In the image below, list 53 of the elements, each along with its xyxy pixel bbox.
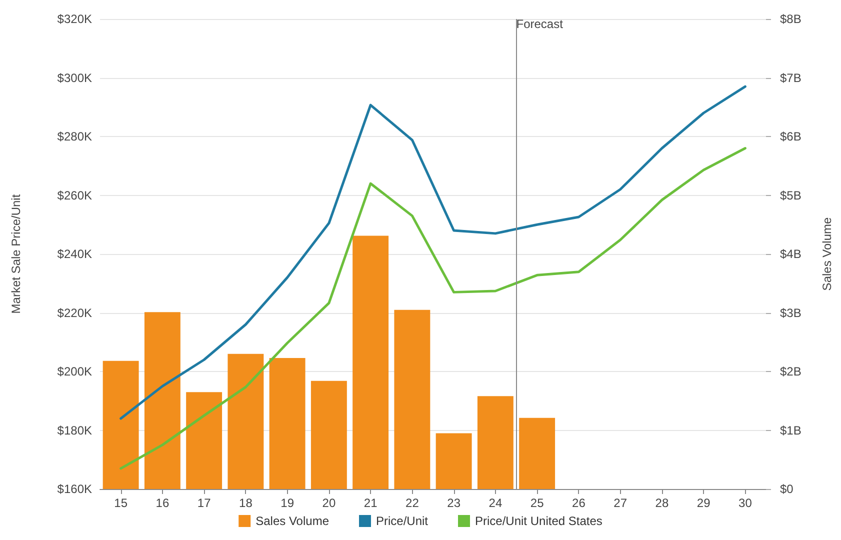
bar bbox=[228, 354, 264, 489]
legend-label: Sales Volume bbox=[256, 514, 330, 528]
x-tick-label: 29 bbox=[696, 496, 711, 510]
y-tick-label: $220K bbox=[57, 306, 92, 320]
y-tick-label: $240K bbox=[57, 247, 92, 261]
x-tick-label: 20 bbox=[322, 496, 336, 510]
x-tick-label: 19 bbox=[280, 496, 294, 510]
x-tick-label: 24 bbox=[488, 496, 502, 510]
bar bbox=[436, 433, 472, 489]
y2-tick-label: $8B bbox=[780, 12, 802, 26]
bar bbox=[352, 236, 389, 489]
x-tick-label: 17 bbox=[197, 496, 212, 510]
y-tick-label: $200K bbox=[57, 364, 92, 378]
bar bbox=[102, 360, 139, 489]
x-tick-label: 16 bbox=[156, 496, 170, 510]
y2-tick-label: $2B bbox=[780, 364, 802, 378]
ref-line-label: Forecast bbox=[516, 17, 564, 31]
x-tick-label: 15 bbox=[114, 496, 128, 510]
y2-tick-label: $7B bbox=[780, 70, 802, 85]
y-tick-label: $280K bbox=[57, 130, 92, 144]
bar bbox=[310, 380, 347, 489]
y-axis-title: Market Sale Price/Unit bbox=[9, 194, 23, 314]
x-tick-label: 28 bbox=[655, 496, 669, 510]
line-series bbox=[120, 147, 746, 470]
x-tick-label: 23 bbox=[447, 496, 461, 510]
y-tick-label: $160K bbox=[57, 482, 92, 496]
y2-tick-label: $6B bbox=[780, 130, 802, 144]
y2-tick-label: $3B bbox=[780, 306, 802, 320]
y-tick-label: $300K bbox=[57, 70, 92, 85]
bar bbox=[519, 418, 556, 489]
x-tick-label: 27 bbox=[614, 496, 628, 510]
y-tick-label: $260K bbox=[57, 188, 92, 202]
bar bbox=[144, 312, 180, 489]
x-tick-label: 18 bbox=[239, 496, 253, 510]
y2-axis-title: Sales Volume bbox=[820, 216, 834, 291]
legend-label: Price/Unit United States bbox=[475, 514, 602, 528]
x-tick-label: 22 bbox=[406, 496, 420, 510]
y2-tick-label: $0 bbox=[780, 482, 794, 496]
x-tick-label: 21 bbox=[364, 496, 378, 510]
y2-tick-label: $4B bbox=[780, 247, 802, 261]
line-series bbox=[120, 85, 746, 420]
bar bbox=[269, 358, 306, 489]
y-tick-label: $320K bbox=[57, 12, 92, 26]
y2-tick-label: $1B bbox=[780, 423, 802, 438]
x-tick-label: 25 bbox=[530, 496, 544, 510]
bar bbox=[186, 392, 222, 489]
y2-tick-label: $5B bbox=[780, 188, 802, 202]
y-tick-label: $180K bbox=[57, 423, 92, 438]
bar bbox=[477, 396, 514, 489]
x-tick-label: 26 bbox=[572, 496, 586, 510]
bar bbox=[394, 310, 430, 489]
x-tick-label: 30 bbox=[738, 496, 752, 510]
legend-label: Price/Unit bbox=[376, 514, 429, 528]
